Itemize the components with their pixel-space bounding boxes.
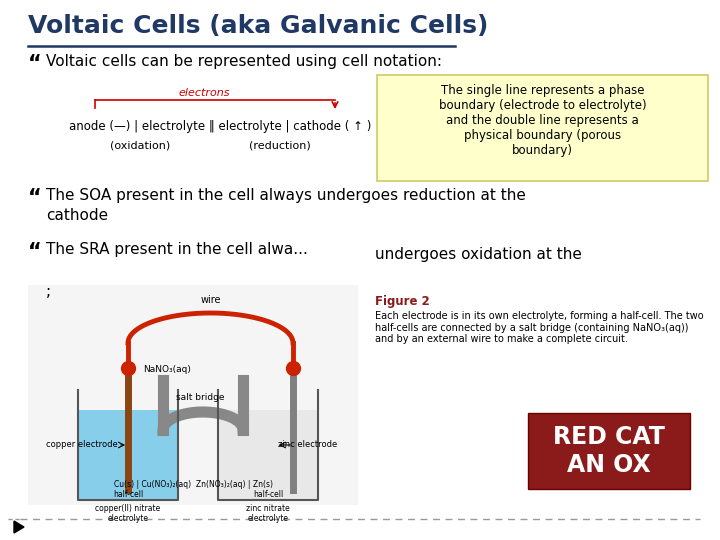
Text: (oxidation): (oxidation) [110,140,170,150]
Text: Voltaic Cells (aka Galvanic Cells): Voltaic Cells (aka Galvanic Cells) [28,14,488,38]
Text: The single line represents a phase
boundary (electrode to electrolyte)
and the d: The single line represents a phase bound… [438,84,647,157]
Text: (reduction): (reduction) [249,140,311,150]
Text: ;: ; [46,284,51,299]
Text: “: “ [28,54,42,74]
Text: salt bridge: salt bridge [176,393,225,402]
Text: Each electrode is in its own electrolyte, forming a half-cell. The two
half-cell: Each electrode is in its own electrolyte… [375,311,703,344]
FancyBboxPatch shape [528,413,690,489]
Text: Figure 2: Figure 2 [375,295,430,308]
Text: zinc nitrate: zinc nitrate [246,504,290,513]
Text: Cu(s) | Cu(NO₃)₂(aq)  Zn(NO₃)₂(aq) | Zn(s): Cu(s) | Cu(NO₃)₂(aq) Zn(NO₃)₂(aq) | Zn(s… [114,480,272,489]
Text: cathode: cathode [46,208,108,223]
Text: electrolyte: electrolyte [107,514,148,523]
FancyBboxPatch shape [377,75,708,181]
Text: undergoes oxidation at the: undergoes oxidation at the [375,247,582,262]
Text: half-cell: half-cell [253,490,283,499]
Text: NaNO₃(aq): NaNO₃(aq) [143,365,191,374]
Text: The SRA present in the cell alwa...: The SRA present in the cell alwa... [46,242,308,257]
Text: electrolyte: electrolyte [248,514,289,523]
Text: half-cell: half-cell [113,490,143,499]
FancyBboxPatch shape [218,410,318,500]
FancyBboxPatch shape [78,410,178,500]
Text: RED CAT
AN OX: RED CAT AN OX [553,425,665,477]
Text: “: “ [28,188,42,208]
Text: wire: wire [200,295,221,305]
Polygon shape [14,521,24,533]
Text: anode (—) | electrolyte ‖ electrolyte | cathode ( ↑ ): anode (—) | electrolyte ‖ electrolyte | … [69,120,372,133]
Text: copper(II) nitrate: copper(II) nitrate [95,504,161,513]
FancyBboxPatch shape [28,285,358,505]
Text: “: “ [28,242,42,262]
Text: zinc electrode: zinc electrode [278,440,337,449]
FancyBboxPatch shape [65,78,375,168]
Text: Voltaic cells can be represented using cell notation:: Voltaic cells can be represented using c… [46,54,442,69]
Text: electrons: electrons [179,88,230,98]
Text: The SOA present in the cell always undergoes reduction at the: The SOA present in the cell always under… [46,188,526,203]
Text: copper electrode: copper electrode [46,440,118,449]
